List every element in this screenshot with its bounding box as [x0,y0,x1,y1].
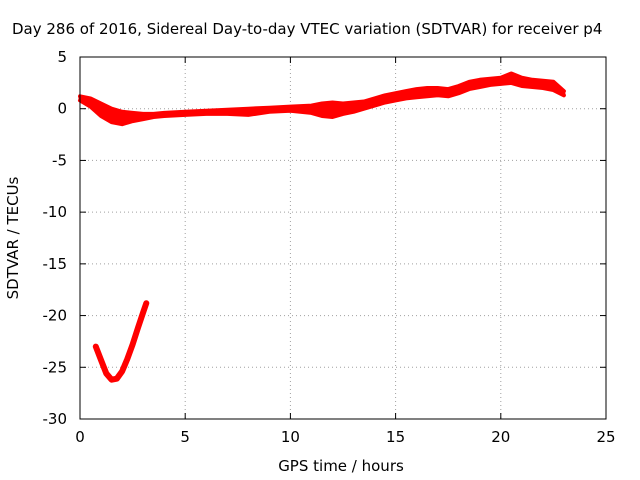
y-tick-label: -25 [43,358,68,376]
y-tick-label: -15 [43,255,68,273]
chart-title: Day 286 of 2016, Sidereal Day-to-day VTE… [12,20,602,38]
x-tick-label: 0 [75,428,85,446]
x-tick-label: 5 [180,428,190,446]
series-line-lower [78,80,566,127]
x-tick-label: 20 [491,428,510,446]
y-tick-label: 0 [57,100,67,118]
x-tick-label: 25 [596,428,615,446]
x-tick-label: 15 [386,428,405,446]
y-tick-label: -30 [43,410,68,428]
y-tick-labels: -30 -25 -20 -15 -10 -5 0 5 [43,48,68,428]
data-series [78,71,566,383]
y-tick-label: -20 [43,307,68,325]
x-tick-label: 10 [281,428,300,446]
grid [80,57,606,419]
y-axis-label: SDTVAR / TECUs [4,176,22,299]
x-axis-label: GPS time / hours [278,457,404,475]
plot-frame [79,56,607,420]
series-line-early-dip [92,300,150,383]
y-tick-label: 5 [57,48,67,66]
series-line-upper [78,71,566,116]
y-tick-label: -5 [52,151,67,169]
axis-ticks [79,56,607,420]
y-tick-label: -10 [43,203,68,221]
x-tick-labels: 0 5 10 15 20 25 [75,428,615,446]
